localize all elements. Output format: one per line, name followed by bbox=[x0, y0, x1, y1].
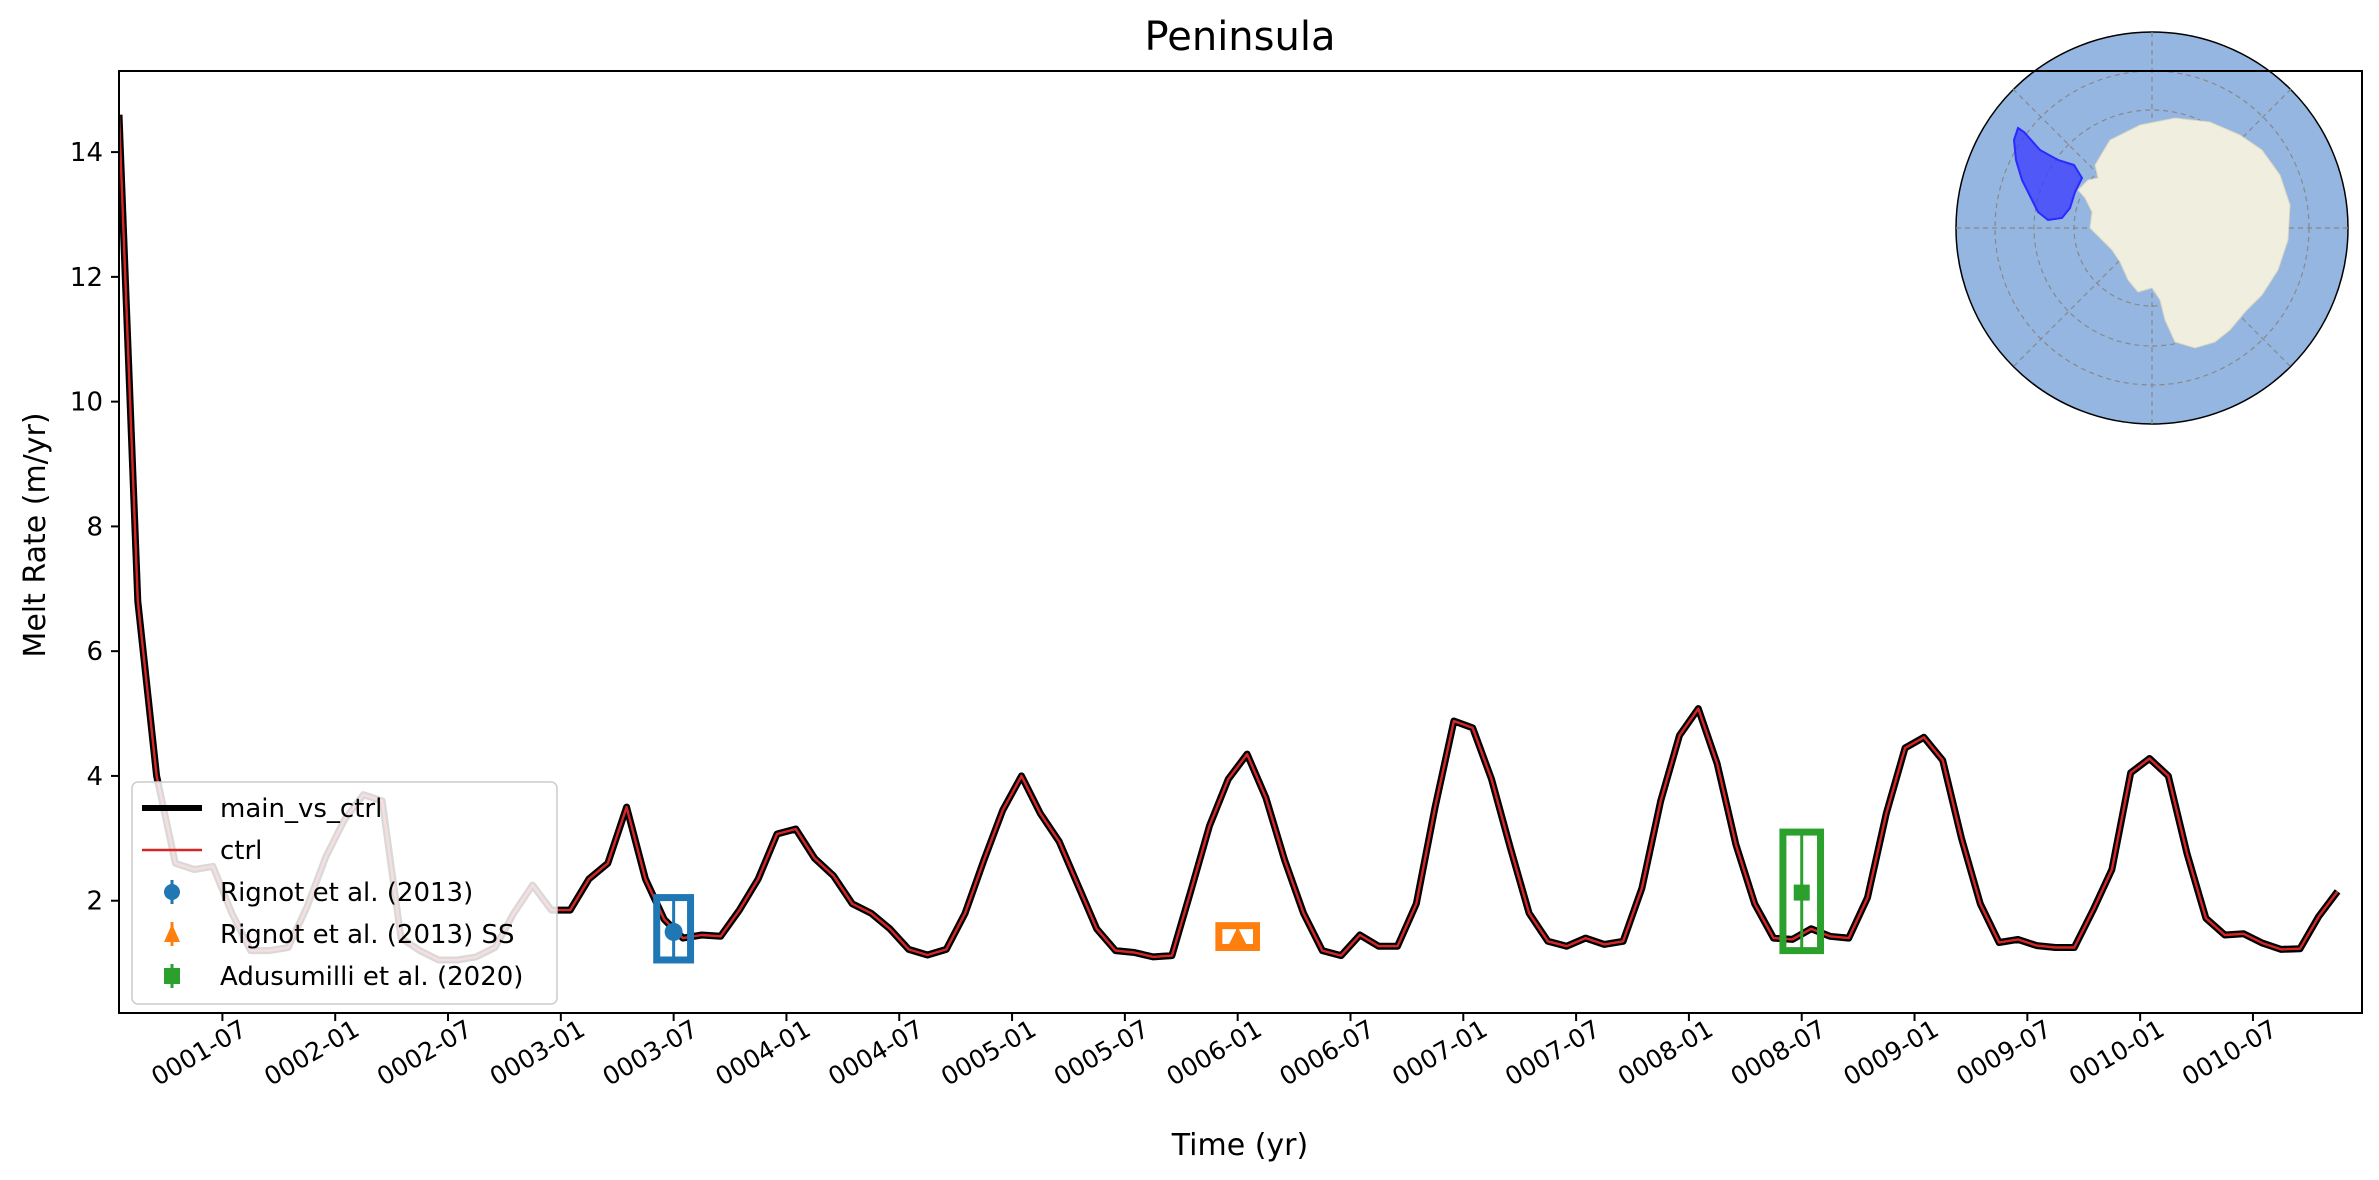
inset-antarctica-land bbox=[2077, 117, 2291, 349]
y-tick-label: 10 bbox=[70, 388, 103, 418]
legend-box bbox=[131, 781, 558, 1005]
x-tick-label: 0001-07 bbox=[146, 1014, 251, 1091]
observation-0 bbox=[653, 894, 695, 964]
y-tick-label: 14 bbox=[70, 138, 103, 168]
chart-title: Peninsula bbox=[1145, 14, 1336, 60]
x-tick-label: 0007-01 bbox=[1387, 1014, 1492, 1091]
inset-peninsula-region bbox=[2012, 126, 2084, 222]
y-tick-label: 6 bbox=[86, 637, 103, 667]
observation-1 bbox=[1215, 922, 1260, 951]
x-tick-label: 0004-01 bbox=[710, 1014, 815, 1091]
legend-marker bbox=[164, 884, 180, 900]
legend-entry: Rignot et al. (2013) bbox=[164, 878, 473, 908]
legend-label: Rignot et al. (2013) bbox=[220, 878, 473, 908]
x-tick-label: 0005-01 bbox=[936, 1014, 1041, 1091]
legend-marker bbox=[164, 924, 180, 942]
legend-label: ctrl bbox=[220, 836, 262, 866]
x-tick-label: 0009-07 bbox=[1951, 1014, 2056, 1091]
x-tick-label: 0002-07 bbox=[372, 1014, 477, 1091]
axes-frame bbox=[118, 70, 2363, 1014]
legend-entry: ctrl bbox=[142, 836, 262, 866]
legend-label: Rignot et al. (2013) SS bbox=[220, 920, 515, 950]
observation-marker bbox=[1793, 884, 1810, 901]
y-tick-label: 4 bbox=[86, 762, 103, 792]
x-tick-label: 0010-01 bbox=[2064, 1014, 2169, 1091]
x-tick-label: 0002-01 bbox=[259, 1014, 364, 1091]
x-tick-label: 0003-07 bbox=[598, 1014, 703, 1091]
legend-label: main_vs_ctrl bbox=[220, 794, 382, 824]
y-tick-label: 8 bbox=[86, 512, 103, 542]
observation-2 bbox=[1779, 828, 1825, 955]
x-tick-label: 0006-07 bbox=[1274, 1014, 1379, 1091]
legend-entry: Adusumilli et al. (2020) bbox=[164, 962, 523, 992]
x-tick-label: 0008-01 bbox=[1613, 1014, 1718, 1091]
x-axis-label: Time (yr) bbox=[1171, 1128, 1308, 1163]
legend-entry: Rignot et al. (2013) SS bbox=[164, 920, 515, 950]
x-tick-label: 0006-01 bbox=[1162, 1014, 1267, 1091]
legend-marker bbox=[164, 968, 180, 984]
x-tick-label: 0003-01 bbox=[485, 1014, 590, 1091]
x-tick-label: 0004-07 bbox=[823, 1014, 928, 1091]
observation-marker bbox=[1228, 926, 1247, 945]
y-axis-label: Melt Rate (m/yr) bbox=[18, 412, 53, 657]
legend-label: Adusumilli et al. (2020) bbox=[220, 962, 523, 992]
x-tick-label: 0005-07 bbox=[1049, 1014, 1154, 1091]
legend-entry: main_vs_ctrl bbox=[142, 794, 382, 824]
x-tick-label: 0008-07 bbox=[1726, 1014, 1831, 1091]
y-tick-label: 12 bbox=[70, 263, 103, 293]
observation-marker bbox=[664, 922, 683, 941]
x-tick-label: 0010-07 bbox=[2177, 1014, 2282, 1091]
x-tick-label: 0009-01 bbox=[1839, 1014, 1944, 1091]
x-tick-label: 0007-07 bbox=[1500, 1014, 1605, 1091]
y-tick-label: 2 bbox=[86, 887, 103, 917]
antarctica-polar-map-icon bbox=[1955, 31, 2349, 425]
